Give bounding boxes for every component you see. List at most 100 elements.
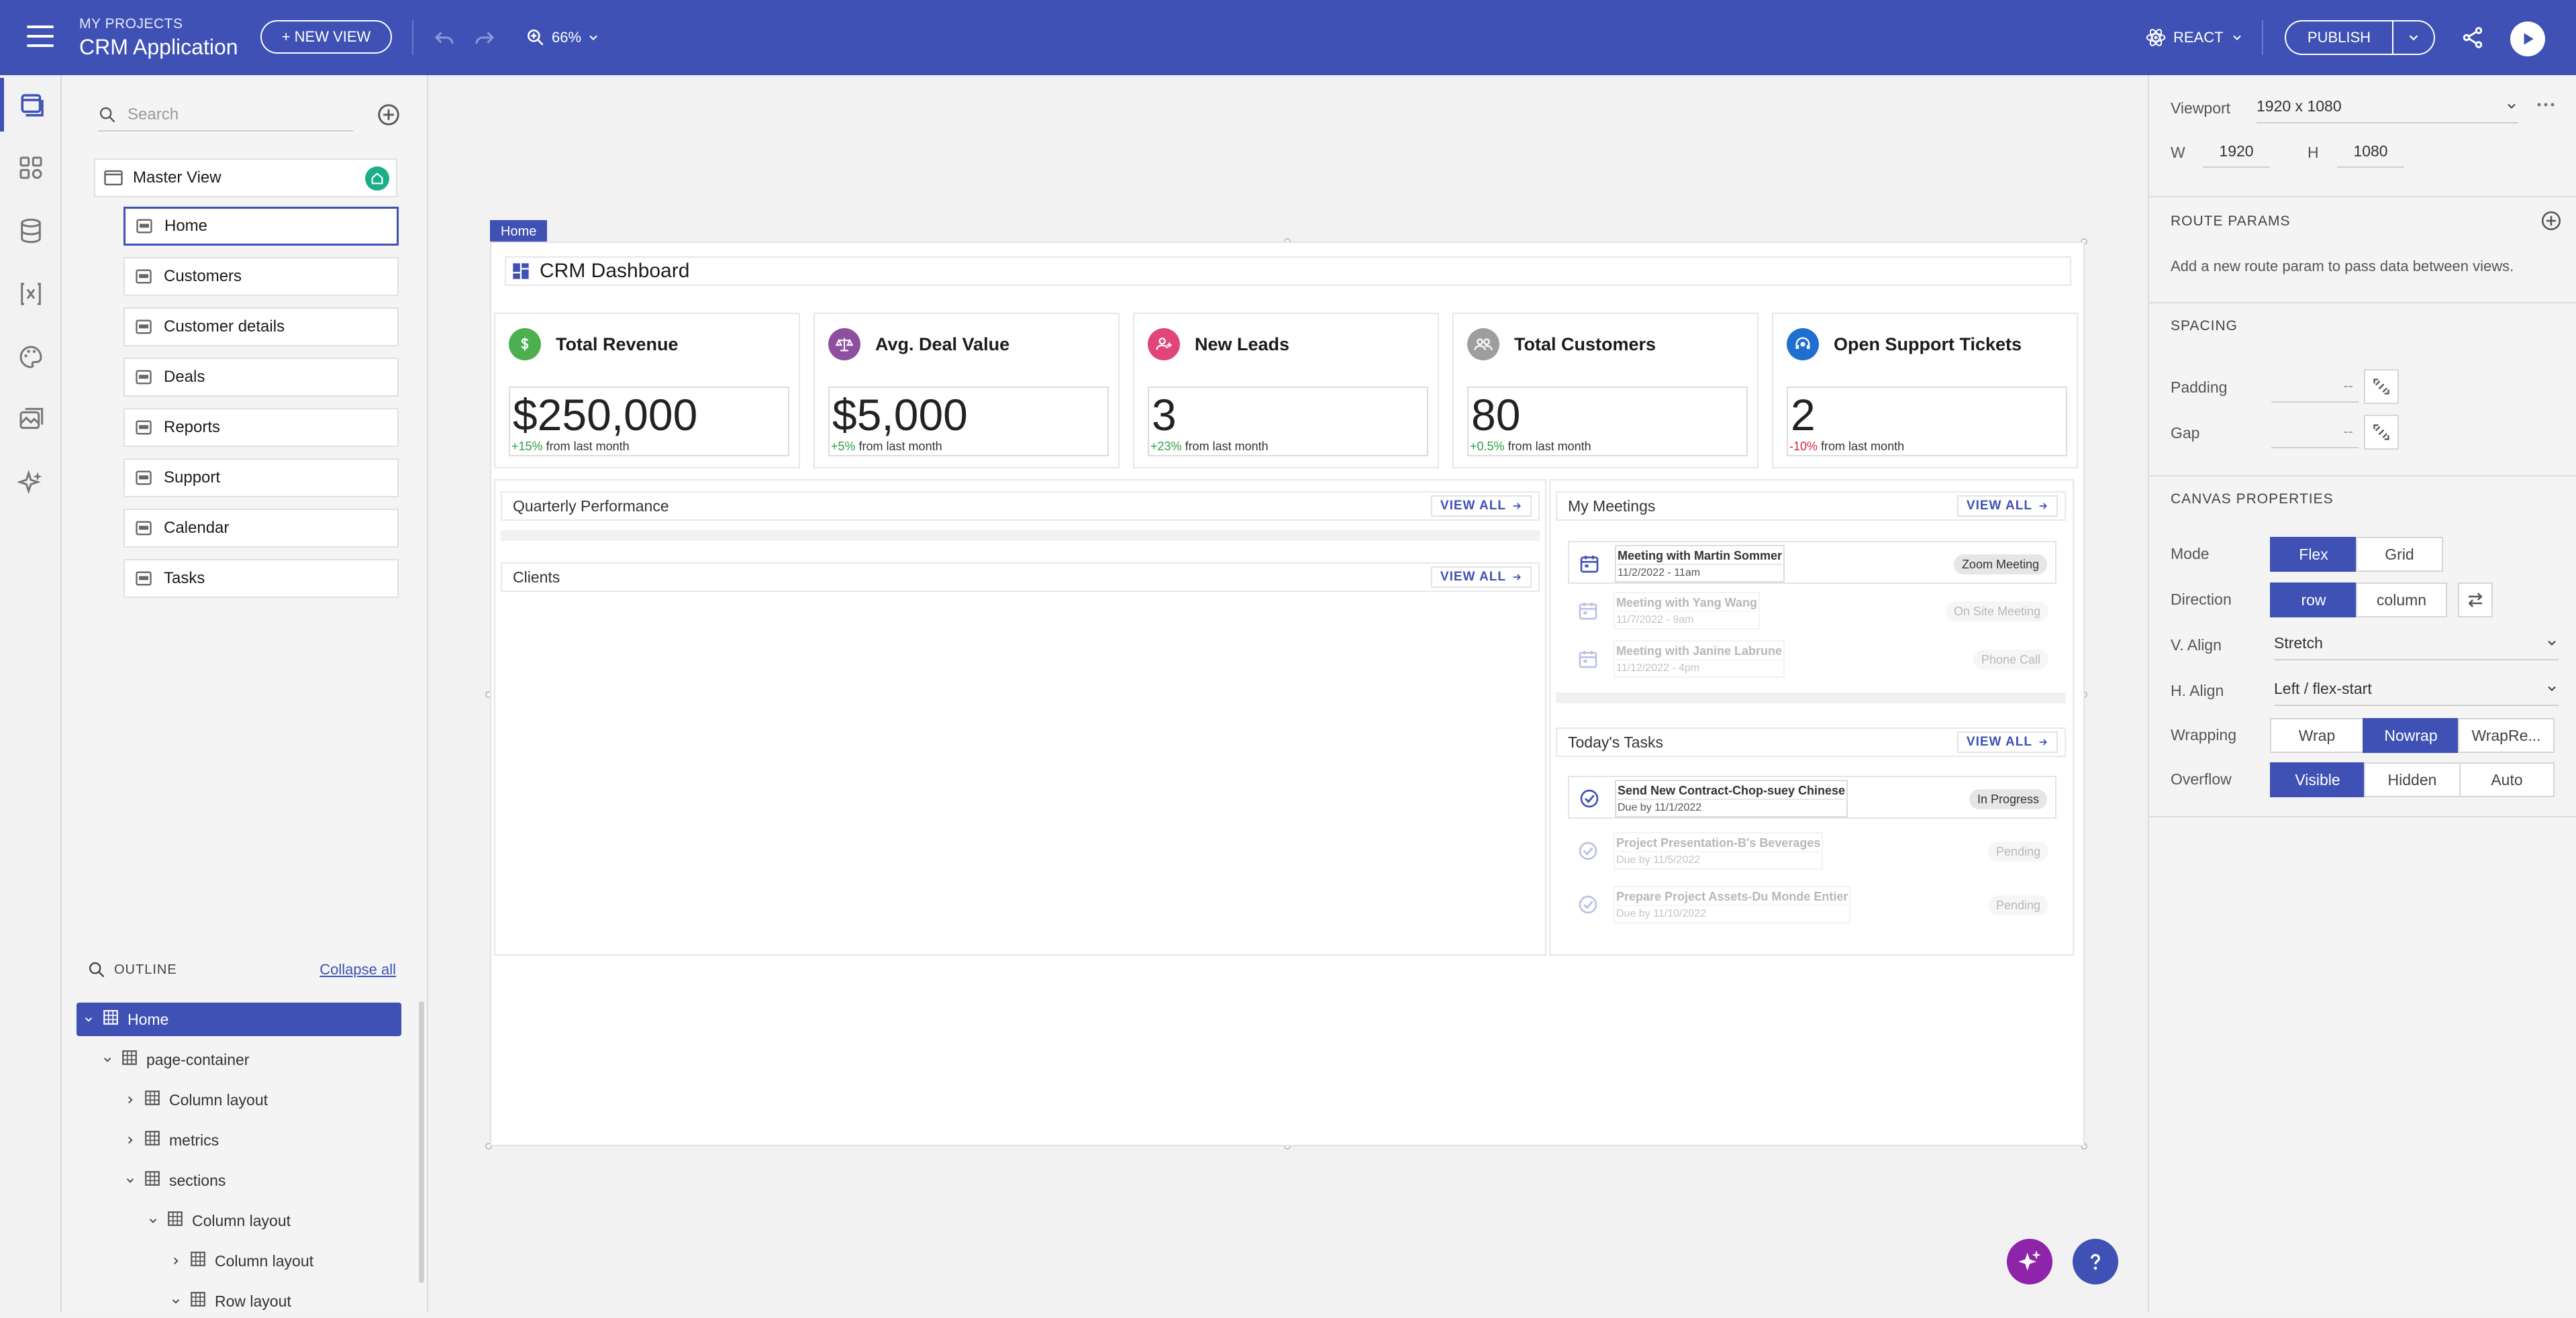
view-item-deals[interactable]: Deals [123, 358, 399, 397]
halign-select[interactable]: Left / flex-start [2274, 672, 2559, 706]
search-icon[interactable] [87, 960, 106, 979]
outline-node-column-layout[interactable]: Column layout [122, 1083, 268, 1117]
mode-grid-option[interactable]: Grid [2356, 537, 2443, 572]
overflow-auto-option[interactable]: Auto [2459, 762, 2555, 797]
outline-node-column-layout[interactable]: Column layout [145, 1204, 291, 1237]
outline-node-home[interactable]: Home [77, 1003, 401, 1036]
wrap-reverse-option[interactable]: WrapRe... [2458, 718, 2555, 753]
rail-theming[interactable] [0, 330, 62, 384]
chevron-down-icon[interactable] [99, 1054, 115, 1066]
outline-node-row-layout[interactable]: Row layout [168, 1284, 291, 1318]
view-item-tasks[interactable]: Tasks [123, 559, 399, 598]
page-icon [136, 370, 152, 385]
framework-select[interactable]: REACT [2145, 24, 2244, 51]
view-item-customer-details[interactable]: Customer details [123, 307, 399, 346]
rail-variables[interactable] [0, 267, 62, 321]
task-item[interactable]: Project Presentation-B's Beverages Due b… [1568, 829, 2057, 872]
rail-components[interactable] [0, 141, 62, 195]
wrap-option[interactable]: Wrap [2270, 718, 2364, 753]
new-view-button[interactable]: + NEW VIEW [260, 20, 392, 54]
scale-icon [828, 328, 860, 360]
page-icon [136, 470, 152, 485]
view-all-button[interactable]: VIEW ALL [1956, 731, 2058, 753]
task-check-icon [1579, 842, 1597, 860]
metric-change-note: from last month [1821, 440, 1905, 453]
chevron-down-icon[interactable] [145, 1215, 161, 1227]
direction-row-option[interactable]: row [2270, 582, 2357, 617]
overflow-hidden-option[interactable]: Hidden [2364, 762, 2461, 797]
projects-breadcrumb[interactable]: MY PROJECTS [79, 16, 183, 32]
height-input[interactable]: 1080 [2337, 136, 2404, 168]
outline-node-sections[interactable]: sections [122, 1164, 226, 1197]
sections-left-column[interactable]: Quarterly Performance VIEW ALL Clients V… [494, 479, 1546, 956]
gap-input[interactable]: -- [2271, 416, 2359, 448]
viewport-select[interactable]: 1920 x 1080 [2257, 90, 2518, 123]
ai-assistant-button[interactable] [2007, 1239, 2052, 1284]
metric-card-new-leads[interactable]: New Leads 3 +23% from last month [1133, 313, 1439, 468]
share-icon[interactable] [2461, 26, 2485, 50]
chevron-right-icon[interactable] [122, 1134, 138, 1146]
rail-assets[interactable] [0, 393, 62, 447]
resize-handle[interactable] [485, 1143, 492, 1150]
view-all-button[interactable]: VIEW ALL [1956, 495, 2058, 517]
redo-icon[interactable] [473, 26, 497, 50]
reverse-direction-button[interactable] [2458, 582, 2493, 617]
meeting-item[interactable]: Meeting with Martin Sommer 11/2/2022 - 1… [1568, 541, 2057, 584]
view-frame[interactable]: CRM Dashboard Total Revenue $250,000 +15… [490, 242, 2085, 1146]
mode-flex-option[interactable]: Flex [2270, 537, 2357, 572]
spacing-title: SPACING [2171, 318, 2238, 334]
route-params-title: ROUTE PARAMS [2171, 213, 2291, 229]
view-item-home[interactable]: Home [123, 207, 399, 246]
padding-link-button[interactable] [2364, 369, 2399, 404]
search-input[interactable] [126, 105, 341, 125]
view-item-support[interactable]: Support [123, 458, 399, 497]
valign-select[interactable]: Stretch [2274, 627, 2559, 660]
undo-icon[interactable] [432, 26, 456, 50]
collapse-all-link[interactable]: Collapse all [319, 961, 396, 978]
help-button[interactable] [2073, 1239, 2118, 1284]
view-item-calendar[interactable]: Calendar [123, 509, 399, 548]
preview-button[interactable] [2510, 21, 2545, 56]
view-all-button[interactable]: VIEW ALL [1430, 566, 1532, 588]
nowrap-option[interactable]: Nowrap [2363, 718, 2459, 753]
padding-input[interactable]: -- [2271, 370, 2359, 403]
metric-card-avg-deal-value[interactable]: Avg. Deal Value $5,000 +5% from last mon… [813, 313, 1120, 468]
publish-button[interactable]: PUBLISH [2285, 20, 2392, 55]
direction-column-option[interactable]: column [2356, 582, 2447, 617]
task-item[interactable]: Send New Contract-Chop-suey Chinese Due … [1568, 776, 2057, 819]
chevron-down-icon[interactable] [81, 1013, 97, 1025]
task-item[interactable]: Prepare Project Assets-Du Monde Entier D… [1568, 883, 2057, 926]
more-options-icon[interactable] [2536, 98, 2556, 115]
rail-ai-assistant[interactable] [0, 456, 62, 510]
sections-right-column[interactable]: My Meetings VIEW ALL Meeting with Martin… [1549, 479, 2074, 956]
meeting-text: Meeting with Martin Sommer 11/2/2022 - 1… [1615, 545, 1785, 582]
chevron-right-icon[interactable] [168, 1255, 184, 1267]
overflow-visible-option[interactable]: Visible [2270, 762, 2365, 797]
outline-node-column-layout[interactable]: Column layout [168, 1244, 313, 1278]
meeting-item[interactable]: Meeting with Yang Wang 11/7/2022 - 9am O… [1568, 589, 2057, 632]
gap-link-button[interactable] [2364, 415, 2399, 450]
metric-card-open-support-tickets[interactable]: Open Support Tickets 2 -10% from last mo… [1772, 313, 2078, 468]
menu-icon[interactable] [27, 26, 54, 48]
outline-scrollbar[interactable] [419, 1001, 424, 1283]
view-item-reports[interactable]: Reports [123, 408, 399, 447]
view-item-customers[interactable]: Customers [123, 257, 399, 296]
add-route-param-icon[interactable] [2540, 209, 2563, 236]
view-all-button[interactable]: VIEW ALL [1430, 495, 1532, 517]
publish-dropdown-button[interactable] [2392, 20, 2435, 55]
chevron-down-icon[interactable] [122, 1174, 138, 1186]
chevron-down-icon[interactable] [168, 1295, 184, 1307]
outline-node-metrics[interactable]: metrics [122, 1123, 219, 1157]
width-input[interactable]: 1920 [2203, 136, 2270, 168]
metric-card-total-revenue[interactable]: Total Revenue $250,000 +15% from last mo… [494, 313, 800, 468]
rail-views[interactable] [0, 78, 62, 132]
rail-data-sources[interactable] [0, 204, 62, 258]
zoom-control[interactable]: 66% [525, 24, 600, 51]
metric-card-total-customers[interactable]: Total Customers 80 +0.5% from last month [1452, 313, 1758, 468]
meeting-item[interactable]: Meeting with Janine Labrune 11/12/2022 -… [1568, 638, 2057, 680]
add-view-button[interactable] [376, 102, 401, 128]
outline-node-page-container[interactable]: page-container [99, 1043, 249, 1076]
chevron-right-icon[interactable] [122, 1094, 138, 1106]
master-view-item[interactable]: Master View [94, 158, 397, 197]
meeting-type-chip: Phone Call [1973, 650, 2048, 670]
